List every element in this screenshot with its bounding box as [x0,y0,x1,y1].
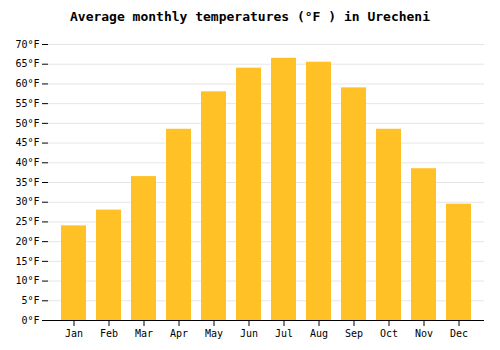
svg-text:Jan: Jan [65,328,83,339]
svg-text:Feb: Feb [100,328,118,339]
svg-text:May: May [205,328,223,339]
svg-text:20°F: 20°F [15,236,39,247]
svg-text:35°F: 35°F [15,177,39,188]
svg-text:60°F: 60°F [15,78,39,89]
svg-text:Jul: Jul [275,328,293,339]
svg-text:Sep: Sep [345,328,363,339]
html-text:Average monthly temperatures (: Average monthly temperatures (°F ) in Ur… [70,9,430,24]
svg-text:5°F: 5°F [21,295,39,306]
svg-text:10°F: 10°F [15,275,39,286]
svg-text:70°F: 70°F [15,39,39,50]
svg-text:50°F: 50°F [15,118,39,129]
svg-text:55°F: 55°F [15,98,39,109]
svg-text:Dec: Dec [450,328,468,339]
svg-text:Jun: Jun [240,328,258,339]
svg-text:Oct: Oct [380,328,398,339]
svg-text:Aug: Aug [310,328,328,339]
svg-text:65°F: 65°F [15,58,39,69]
svg-text:45°F: 45°F [15,137,39,148]
svg-text:25°F: 25°F [15,216,39,227]
svg-text:Mar: Mar [135,328,153,339]
svg-text:40°F: 40°F [15,157,39,168]
svg-text:Apr: Apr [170,328,188,339]
svg-text:15°F: 15°F [15,256,39,267]
svg-text:Nov: Nov [415,328,433,339]
svg-text:0°F: 0°F [21,315,39,326]
svg-text:30°F: 30°F [15,196,39,207]
